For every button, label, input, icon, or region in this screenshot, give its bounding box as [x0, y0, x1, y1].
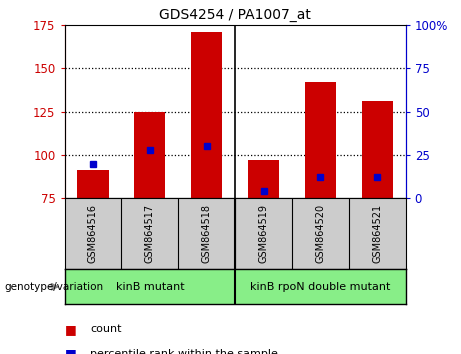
Text: ■: ■ — [65, 323, 76, 336]
Bar — [248, 160, 279, 198]
Bar — [134, 112, 165, 198]
Text: percentile rank within the sample: percentile rank within the sample — [90, 349, 278, 354]
Text: count: count — [90, 324, 121, 334]
Text: GSM864521: GSM864521 — [372, 204, 382, 263]
Text: kinB rpoN double mutant: kinB rpoN double mutant — [250, 282, 390, 292]
Text: kinB mutant: kinB mutant — [116, 282, 184, 292]
Text: GSM864516: GSM864516 — [88, 204, 98, 263]
Title: GDS4254 / PA1007_at: GDS4254 / PA1007_at — [159, 8, 311, 22]
Text: ■: ■ — [65, 348, 76, 354]
Text: genotype/variation: genotype/variation — [5, 282, 104, 292]
Text: GSM864517: GSM864517 — [145, 204, 155, 263]
Text: GSM864518: GSM864518 — [201, 204, 212, 263]
Bar — [77, 171, 109, 198]
Bar — [191, 32, 222, 198]
Text: GSM864519: GSM864519 — [259, 204, 269, 263]
Bar — [361, 101, 393, 198]
Text: GSM864520: GSM864520 — [315, 204, 325, 263]
Bar — [305, 82, 336, 198]
